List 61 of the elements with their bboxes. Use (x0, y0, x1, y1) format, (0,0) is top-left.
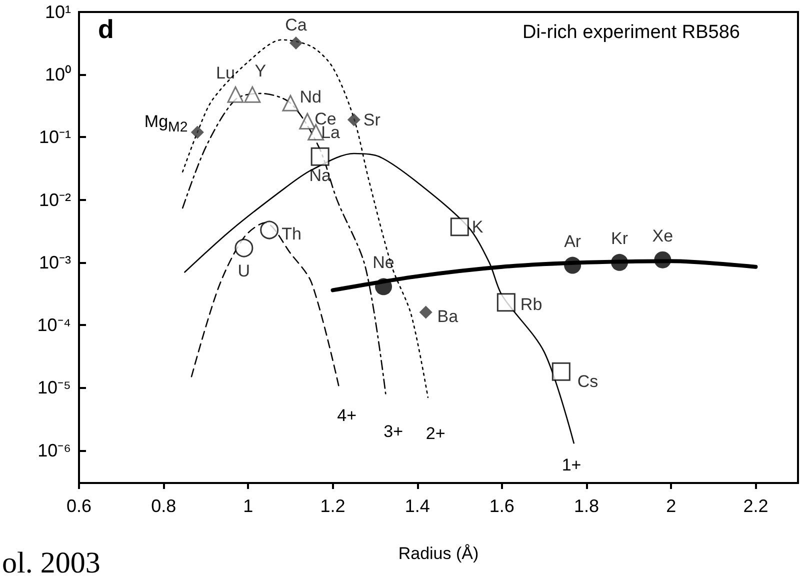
series-label: 3+ (384, 422, 404, 442)
y-tick-label: 10⁻² (38, 190, 72, 210)
data-label: Mg$_{M2}$ (144, 112, 188, 136)
text: ol. 2003 (2, 546, 100, 580)
x-tick-label: 2 (666, 496, 676, 516)
point (289, 36, 302, 50)
point (227, 86, 244, 103)
x-tick-label: 1.2 (320, 496, 346, 516)
data-label: Sr (363, 110, 381, 130)
data-label: Ca (285, 15, 308, 34)
text: Di-rich experiment RB586 (522, 22, 740, 43)
point (552, 362, 570, 381)
point (564, 256, 582, 274)
point (419, 306, 432, 319)
x-tick-label: 0.6 (66, 496, 92, 516)
point (234, 238, 254, 258)
point (190, 126, 204, 139)
data-label: Ne (372, 253, 394, 272)
data-label: Ar (564, 232, 582, 251)
annotation: d (98, 14, 114, 44)
point (450, 218, 469, 236)
x-tick-label: 1.4 (404, 496, 430, 516)
y-tick-label: 10⁻⁶ (38, 440, 71, 460)
y-tick-label: 10⁻¹ (38, 127, 72, 148)
y-tick-label: 10⁰ (44, 64, 71, 85)
series-label: 1+ (562, 456, 582, 475)
point (611, 254, 628, 271)
series-label: 2+ (426, 424, 446, 443)
point (654, 251, 672, 268)
point (282, 94, 299, 112)
x-axis-title: Radius (Å) (398, 544, 479, 563)
point (375, 278, 392, 296)
data-label: Y (254, 61, 266, 80)
point (310, 147, 330, 166)
y-tick-label: 10⁻⁵ (38, 378, 71, 398)
data-label: U (238, 261, 250, 280)
point (260, 220, 279, 240)
data-label: Th (282, 224, 302, 244)
point (347, 113, 360, 126)
x-tick-label: 0.8 (151, 496, 176, 516)
x-tick-label: 2.2 (743, 496, 768, 516)
data-label: Cs (577, 372, 598, 392)
series-label: 4+ (337, 406, 357, 426)
x-tick-label: 1.6 (489, 496, 514, 516)
x-tick-label: 1 (243, 496, 254, 516)
data-label: Nd (300, 88, 322, 107)
y-tick-label: 10⁻⁴ (37, 315, 71, 336)
line-series (190, 222, 340, 388)
data-label: K (472, 217, 484, 236)
point (496, 293, 516, 312)
x-tick-label: 1.8 (574, 496, 600, 516)
y-tick-label: 10⁻³ (38, 252, 72, 272)
data-label: Ba (437, 306, 459, 326)
y-tick-label: 10¹ (44, 2, 72, 22)
data-label: Rb (520, 294, 542, 314)
data-label: Xe (652, 226, 674, 246)
data-label: Ce (314, 110, 336, 129)
point (244, 86, 261, 103)
point (299, 112, 316, 130)
data-label: Kr (611, 228, 628, 248)
data-label: Lu (216, 63, 235, 82)
